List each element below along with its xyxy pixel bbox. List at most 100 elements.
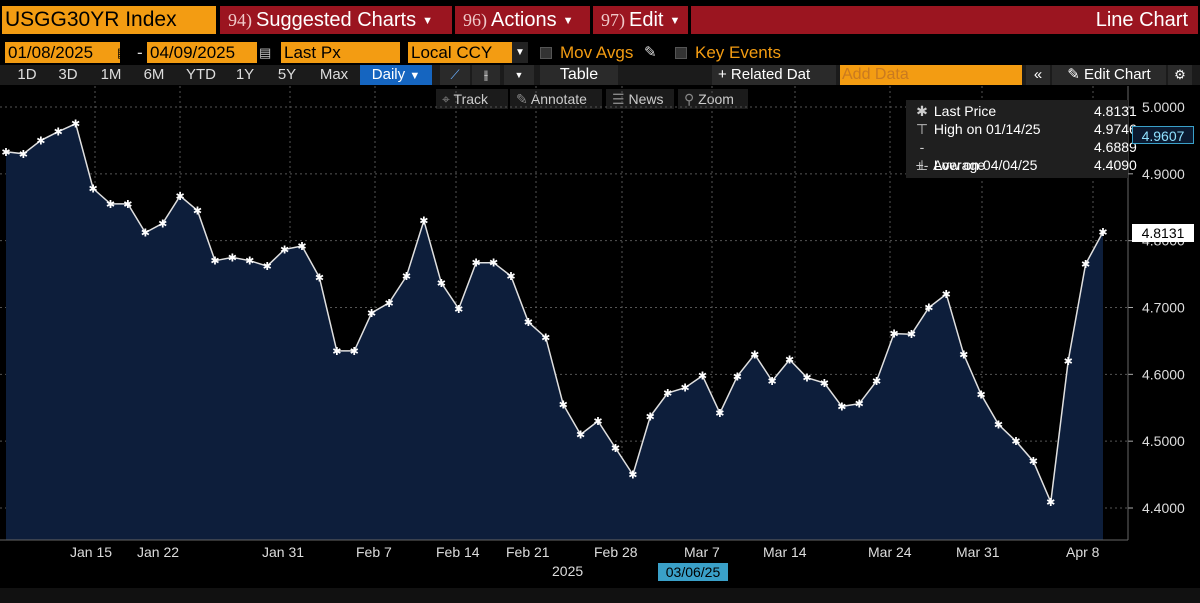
range-max[interactable]: Max [319, 66, 349, 83]
annotate-tool[interactable]: ✎ Annotate [510, 89, 602, 109]
date-separator: - [137, 43, 143, 62]
news-icon: ☰ [612, 91, 625, 107]
high-icon: ⊤ [915, 121, 929, 137]
data-point: ✱ [245, 255, 254, 268]
range-5y[interactable]: 5Y [277, 66, 297, 83]
start-date-field[interactable]: 01/08/2025 [5, 42, 120, 63]
cursor-date-badge: 03/06/25 [658, 563, 728, 581]
data-point: ✱ [698, 370, 707, 383]
data-point: ✱ [889, 328, 898, 341]
x-year-label: 2025 [552, 563, 584, 579]
x-tick-label: Jan 22 [137, 544, 180, 560]
chevron-down-icon[interactable]: ▼ [504, 65, 534, 85]
mov-avgs-label: Mov Avgs [560, 43, 634, 62]
y-tick-label: 4.6000 [1142, 366, 1185, 382]
caret-down-icon: ▼ [409, 70, 421, 82]
data-point: ✱ [820, 377, 829, 390]
mov-avgs-checkbox[interactable] [540, 47, 552, 59]
suggested-charts-menu[interactable]: 94) Suggested Charts ▼ [220, 6, 452, 34]
data-point: ✱ [123, 198, 132, 211]
range-1m[interactable]: 1M [100, 66, 122, 83]
data-point: ✱ [489, 257, 498, 270]
menu-label: Edit [629, 9, 664, 31]
y-tick-label: 4.9000 [1142, 166, 1185, 182]
data-point: ✱ [384, 297, 393, 310]
range-1y[interactable]: 1Y [235, 66, 255, 83]
data-point: ✱ [506, 270, 515, 283]
settings-icon[interactable]: ⚙ [1168, 65, 1192, 85]
menu-number: 94) [228, 10, 252, 30]
data-point: ✱ [524, 316, 533, 329]
asterisk-icon: ✱ [916, 103, 928, 119]
data-point: ✱ [315, 271, 324, 284]
data-point: ✱ [350, 345, 359, 358]
last-price-tag: 4.8131 [1132, 224, 1194, 242]
x-tick-label: Feb 28 [594, 544, 638, 560]
data-point: ✱ [1046, 496, 1055, 509]
caret-down-icon: ▼ [562, 14, 574, 27]
legend-last-label: Last Price [933, 103, 997, 119]
chevron-down-icon[interactable]: ▼ [512, 42, 528, 63]
key-events-checkbox[interactable] [675, 47, 687, 59]
data-point: ✱ [19, 148, 28, 161]
footer-bar [0, 588, 1200, 603]
crosshair-icon: ⌖ [442, 91, 450, 107]
legend-low-value: 4.4090 [1094, 157, 1137, 173]
data-point: ✱ [994, 418, 1003, 431]
add-data-input[interactable] [840, 65, 1022, 85]
zoom-tool[interactable]: ⚲ Zoom [678, 89, 748, 109]
data-point: ✱ [210, 255, 219, 268]
data-point: ✱ [802, 372, 811, 385]
ticker-field[interactable]: USGG30YR Index [2, 6, 216, 34]
data-point: ✱ [924, 302, 933, 315]
news-tool[interactable]: ☰ News [606, 89, 674, 109]
table-button[interactable]: Table [540, 65, 618, 85]
caret-down-icon: ▼ [422, 14, 433, 27]
track-tool[interactable]: ⌖ Track [436, 89, 508, 109]
price-line [5, 122, 1104, 505]
range-1d[interactable]: 1D [17, 66, 37, 83]
menu-number: 97) [601, 10, 625, 30]
range-3d[interactable]: 3D [58, 66, 78, 83]
actions-menu[interactable]: 96) Actions ▼ [455, 6, 590, 34]
bar-chart-icon[interactable]: ⫲ [472, 65, 500, 85]
key-events-label: Key Events [695, 43, 781, 62]
data-point: ✱ [646, 410, 655, 423]
data-point: ✱ [837, 400, 846, 413]
period-select[interactable]: Daily ▼ [360, 65, 432, 85]
data-point: ✱ [36, 134, 45, 147]
edit-chart-button[interactable]: ✎ Edit Chart [1052, 65, 1166, 85]
pencil-icon[interactable]: ✎ [644, 44, 657, 61]
data-point: ✱ [855, 398, 864, 411]
data-point: ✱ [768, 375, 777, 388]
data-point: ✱ [593, 415, 602, 428]
calendar-icon[interactable]: ▤ [259, 45, 272, 60]
edit-menu[interactable]: 97) Edit ▼ [593, 6, 688, 34]
x-tick-label: Mar 24 [868, 544, 912, 560]
calendar-icon[interactable]: ▤ [117, 45, 130, 60]
range-6m[interactable]: 6M [143, 66, 165, 83]
range-ytd[interactable]: YTD [186, 66, 216, 83]
field-select[interactable]: Last Px [281, 42, 400, 63]
end-date-field[interactable]: 04/09/2025 [147, 42, 257, 63]
currency-select[interactable]: Local CCY [408, 42, 512, 63]
x-tick-label: Mar 14 [763, 544, 807, 560]
data-point: ✱ [663, 387, 672, 400]
legend-average-label: Average [933, 157, 986, 173]
x-tick-label: Mar 31 [956, 544, 1000, 560]
y-tick-label: 4.7000 [1142, 300, 1185, 316]
related-data-button[interactable]: + Related Dat [712, 65, 836, 85]
data-point: ✱ [628, 469, 637, 482]
data-point: ✱ [472, 257, 481, 270]
data-point: ✱ [280, 243, 289, 256]
y-axis: 4.40004.50004.60004.70004.80004.90005.00… [1128, 99, 1185, 516]
data-point: ✱ [54, 126, 63, 139]
collapse-icon[interactable]: « [1026, 65, 1050, 85]
legend-high-value: 4.9746 [1094, 121, 1137, 137]
legend-low-label: Low on 04/04/25 [933, 157, 1038, 173]
line-chart-icon[interactable]: ⟋ [440, 65, 470, 85]
legend: ✱ Last Price 4.8131 ⊤ High on 01/14/25 4.9… [906, 100, 1137, 178]
data-point: ✱ [1064, 355, 1073, 368]
low-icon: ⊥ [915, 157, 929, 173]
